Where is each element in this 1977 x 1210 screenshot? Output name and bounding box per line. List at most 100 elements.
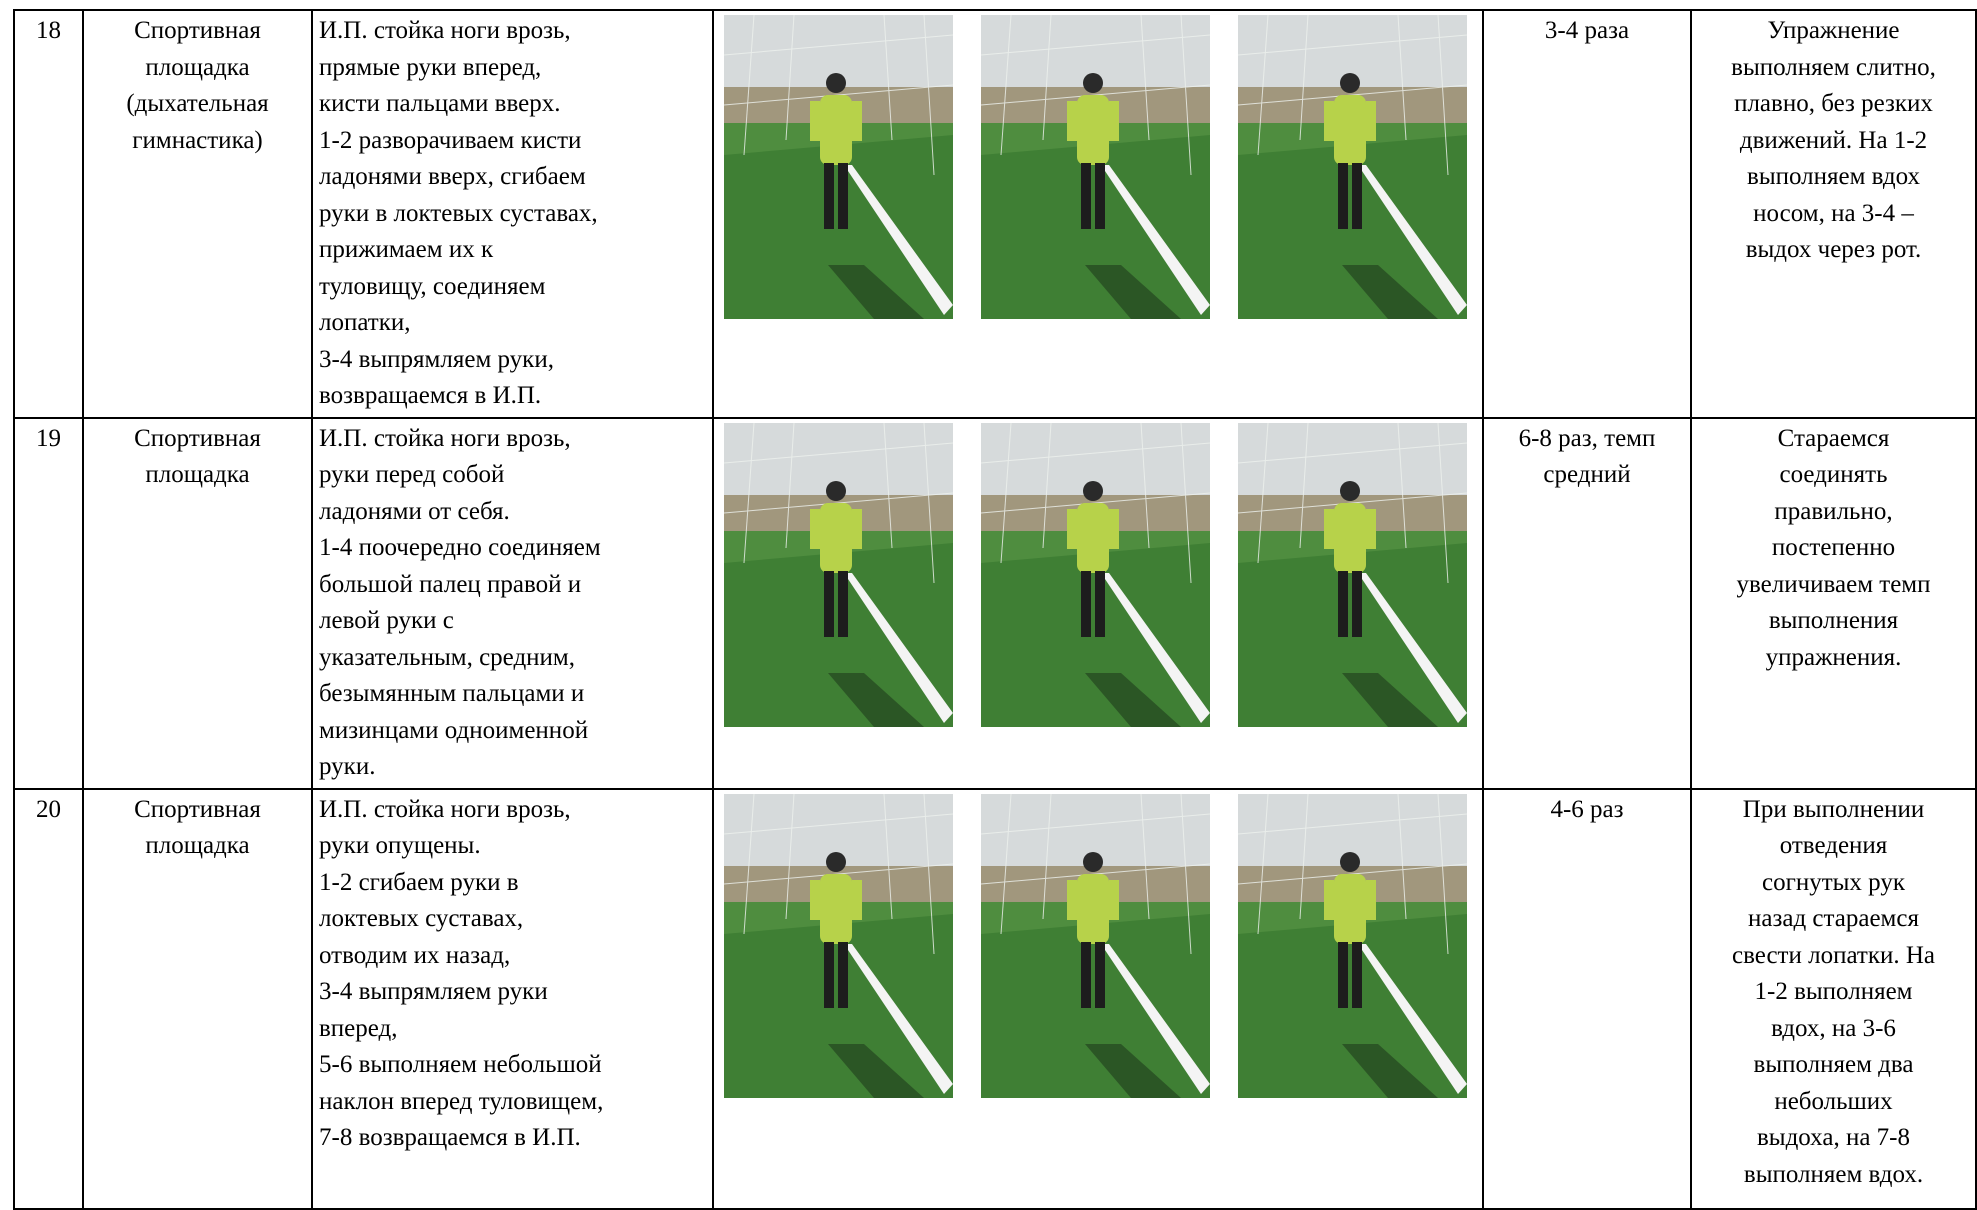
text-line: мизинцами одноименной <box>319 716 589 744</box>
text-line: небольших <box>1774 1087 1893 1115</box>
number-cell: 18 <box>13 9 84 419</box>
text-line: назад стараемся <box>1748 905 1919 932</box>
exercise-photo <box>1238 423 1467 727</box>
text-line: локтевых суставах, <box>319 905 524 932</box>
dosage-cell: 3-4 раза <box>1482 9 1692 419</box>
text-line: выполнения <box>1768 607 1899 634</box>
photo-group <box>724 15 1472 319</box>
text-line: свести лопатки. На <box>1731 941 1936 969</box>
text-line: При выполнении <box>1742 795 1925 823</box>
text-line: Спортивная <box>134 424 261 452</box>
text-line: выдоха, на 7-8 <box>1756 1124 1910 1151</box>
photos-cell <box>712 9 1484 419</box>
text-line: ладонями от себя. <box>319 497 510 525</box>
description-cell: И.П. стойка ноги врозь, руки перед собой л… <box>311 416 714 790</box>
text-line: вдох, на 3-6 <box>1771 1014 1896 1042</box>
text-line: кисти пальцами вверх. <box>319 90 561 117</box>
text-line: туловищу, соединяем <box>319 272 546 300</box>
text-line: ладонями вверх, сгибаем <box>319 163 586 190</box>
number-cell: 19 <box>13 416 84 790</box>
exercise-photo <box>981 794 1210 1098</box>
text-line: гимнастика) <box>132 126 263 154</box>
photo-group <box>724 794 1472 1098</box>
text-line: левой руки с <box>319 607 454 634</box>
number-cell: 20 <box>13 787 84 1210</box>
text-line: И.П. стойка ноги врозь, <box>319 17 571 44</box>
photos-cell <box>712 416 1484 790</box>
text-line: упражнения. <box>1765 643 1902 671</box>
text-line: площадка <box>145 832 250 859</box>
text-line: постепенно <box>1771 534 1896 561</box>
place-cell: Спортивная площадка <box>82 787 313 1210</box>
text-line: И.П. стойка ноги врозь, <box>319 795 571 823</box>
text-line: 3-4 выпрямляем руки, <box>319 345 554 373</box>
text-line: отведения <box>1779 832 1888 859</box>
text-line: возвращаемся в И.П. <box>319 382 542 409</box>
text-line: увеличиваем темп <box>1736 570 1931 598</box>
text-line: большой палец правой и <box>319 570 582 598</box>
text-line: Спортивная <box>134 17 261 44</box>
text-line: 7-8 возвращаемся в И.П. <box>319 1124 581 1151</box>
text-line: руки в локтевых суставах, <box>319 199 598 227</box>
text-line: указательным, средним, <box>319 643 575 671</box>
text-line: вперед, <box>319 1014 398 1042</box>
exercise-photo <box>981 15 1210 319</box>
text-line: Стараемся <box>1777 424 1890 452</box>
text-line: 3-4 выпрямляем руки <box>319 978 548 1005</box>
exercise-photo <box>1238 794 1467 1098</box>
text-line: безымянным пальцами и <box>319 680 585 707</box>
text-line: прямые руки вперед, <box>319 53 542 81</box>
text-line: выдох через рот. <box>1745 236 1922 263</box>
exercise-photo <box>1238 15 1467 319</box>
photo-group <box>724 423 1472 727</box>
exercise-table: 18 Спортивная площадка (дыхательная гимнасти… <box>13 9 1977 1210</box>
table-row: 18 Спортивная площадка (дыхательная гимнасти… <box>13 9 1977 419</box>
text-line: 3-4 раза <box>1544 17 1630 44</box>
text-line: средний <box>1543 461 1631 488</box>
text-line: правильно, <box>1774 497 1893 525</box>
text-line: прижимаем их к <box>319 236 494 263</box>
text-line: руки перед собой <box>319 461 505 488</box>
notes-cell: Стараемся соединять правильно, постепенно ув… <box>1690 416 1977 790</box>
table-row: 20 Спортивная площадка И.П. стойка ноги вро… <box>13 787 1977 1210</box>
text-line: 1-2 разворачиваем кисти <box>319 126 582 154</box>
text-line: выполняем слитно, <box>1731 53 1936 81</box>
exercise-photo <box>724 794 953 1098</box>
text-line: И.П. стойка ноги врозь, <box>319 424 571 452</box>
text-line: 5-6 выполняем небольшой <box>319 1051 602 1078</box>
text-line: руки опущены. <box>319 832 481 859</box>
table-row: 19 Спортивная площадка И.П. стойка ноги вро… <box>13 416 1977 790</box>
text-line: отводим их назад, <box>319 941 511 969</box>
dosage-cell: 4-6 раз <box>1482 787 1692 1210</box>
text-line: руки. <box>319 753 376 780</box>
text-line: выполняем вдох. <box>1743 1160 1924 1188</box>
notes-cell: Упражнение выполняем слитно, плавно, без р… <box>1690 9 1977 419</box>
text-line: согнутых рук <box>1761 868 1906 896</box>
description-cell: И.П. стойка ноги врозь, прямые руки впере… <box>311 9 714 419</box>
text-line: выполняем вдох <box>1747 163 1920 190</box>
table-body: 18 Спортивная площадка (дыхательная гимнасти… <box>13 9 1977 1210</box>
description-cell: И.П. стойка ноги врозь, руки опущены. 1-2 … <box>311 787 714 1210</box>
place-cell: Спортивная площадка <box>82 416 313 790</box>
exercise-photo <box>981 423 1210 727</box>
text-line: Упражнение <box>1767 17 1900 44</box>
text-line: Спортивная <box>134 795 261 823</box>
text-line: движений. На 1-2 <box>1739 126 1928 154</box>
text-line: лопатки, <box>319 309 411 336</box>
text-line: выполняем два <box>1753 1051 1914 1078</box>
place-cell: Спортивная площадка (дыхательная гимнастика… <box>82 9 313 419</box>
text-line: плавно, без резких <box>1734 90 1933 117</box>
text-line: носом, на 3-4 – <box>1753 199 1914 227</box>
dosage-cell: 6-8 раз, темп средний <box>1482 416 1692 790</box>
text-line: соединять <box>1779 461 1888 488</box>
notes-cell: При выполнении отведения согнутых рук назад… <box>1690 787 1977 1210</box>
text-line: (дыхательная <box>126 90 269 117</box>
photos-cell <box>712 787 1484 1210</box>
text-line: 1-2 выполняем <box>1754 978 1913 1005</box>
exercise-photo <box>724 423 953 727</box>
text-line: 1-4 поочередно соединяем <box>319 534 601 561</box>
text-line: 1-2 сгибаем руки в <box>319 868 519 896</box>
text-line: площадка <box>145 461 250 488</box>
exercise-photo <box>724 15 953 319</box>
